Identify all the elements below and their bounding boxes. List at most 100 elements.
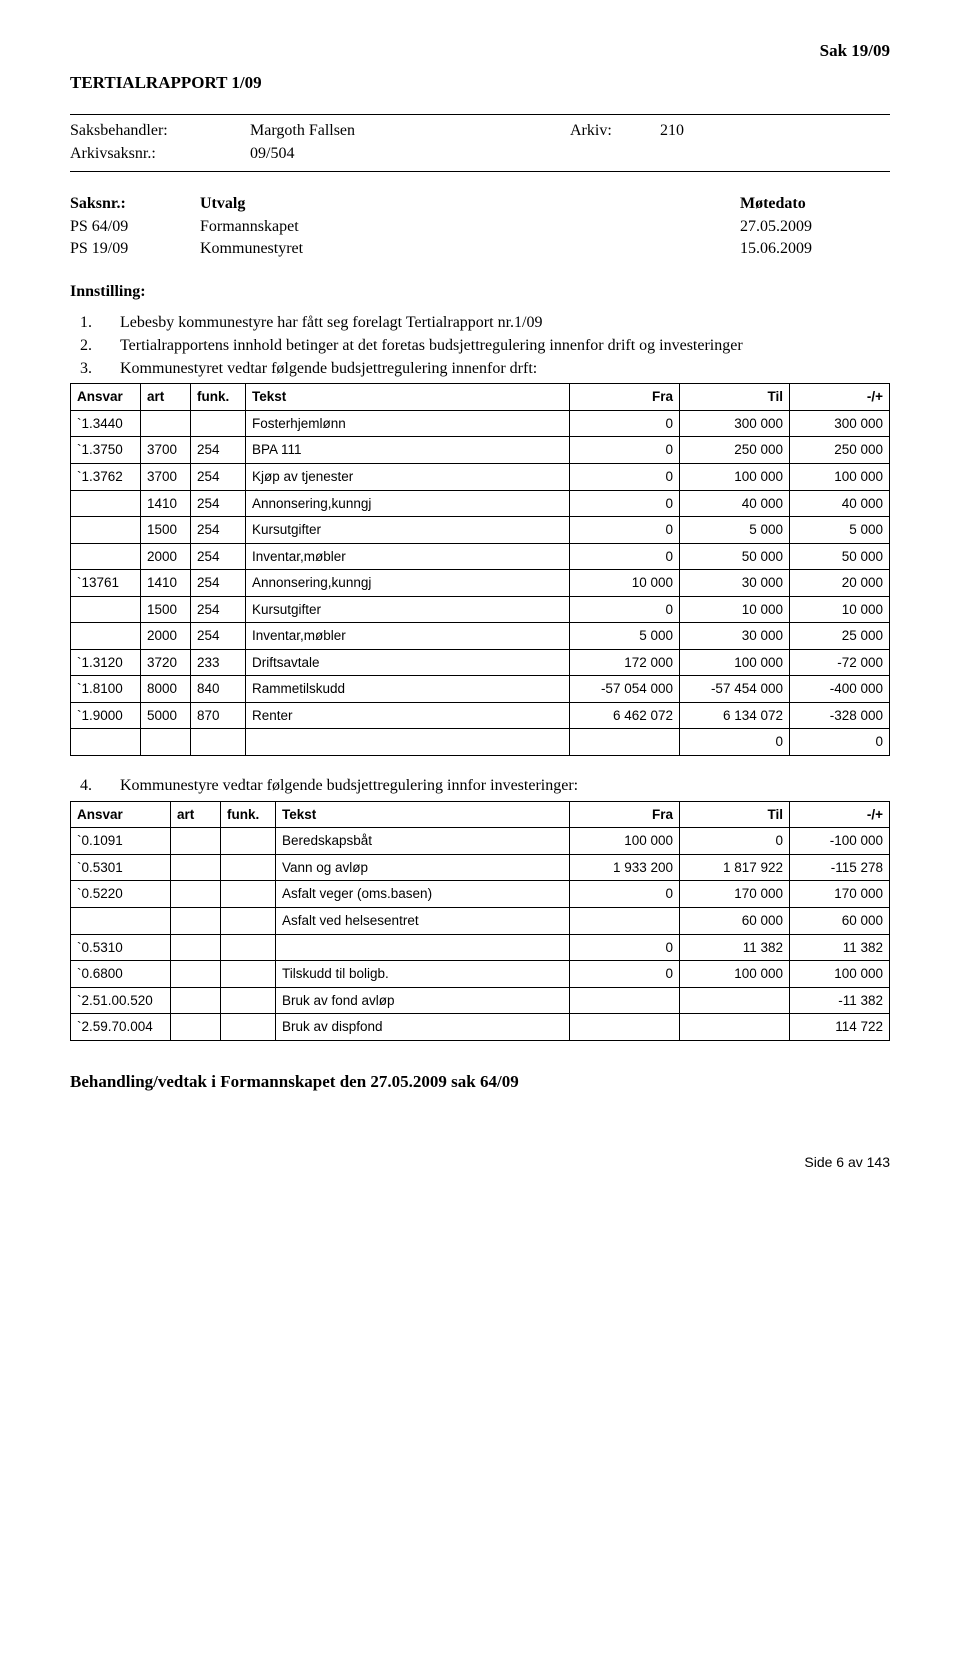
cell-pm: 100 000 xyxy=(790,464,890,491)
cell-pm: 20 000 xyxy=(790,570,890,597)
cell-utvalg: Formannskapet xyxy=(200,217,740,238)
cell-fra: 5 000 xyxy=(570,623,680,650)
cell-art: 2000 xyxy=(141,623,191,650)
th-art: art xyxy=(171,801,221,828)
th-pm: -/+ xyxy=(790,384,890,411)
col-saksnr: Saksnr.: xyxy=(70,194,200,215)
cell-funk: 233 xyxy=(191,649,246,676)
label: Arkivsaksnr.: xyxy=(70,144,250,165)
cell-tekst: Bruk av fond avløp xyxy=(276,987,570,1014)
cell-ansvar: `2.51.00.520 xyxy=(71,987,171,1014)
cell-tekst: Renter xyxy=(246,702,570,729)
cell-til: 300 000 xyxy=(680,410,790,437)
meta-arkivsaksnr: Arkivsaksnr.: 09/504 xyxy=(70,144,890,165)
cell-ansvar xyxy=(71,908,171,935)
cell-tekst: Tilskudd til boligb. xyxy=(276,961,570,988)
list-item: 1.Lebesby kommunestyre har fått seg fore… xyxy=(110,313,890,334)
sak-row: PS 19/09Kommunestyret15.06.2009 xyxy=(70,239,890,260)
sak-row: PS 64/09Formannskapet27.05.2009 xyxy=(70,217,890,238)
cell-art xyxy=(171,961,221,988)
cell-art xyxy=(171,881,221,908)
cell-pm: 300 000 xyxy=(790,410,890,437)
cell-funk xyxy=(221,961,276,988)
cell-utvalg: Kommunestyret xyxy=(200,239,740,260)
item-number: 3. xyxy=(80,359,92,380)
cell-tekst: Annonsering,kunngj xyxy=(246,570,570,597)
th-funk: funk. xyxy=(221,801,276,828)
cell-fra xyxy=(570,1014,680,1041)
cell-art: 1410 xyxy=(141,570,191,597)
value: Margoth Fallsen xyxy=(250,121,570,142)
cell-ansvar: `1.8100 xyxy=(71,676,141,703)
cell-tekst: Kursutgifter xyxy=(246,596,570,623)
cell-til: 100 000 xyxy=(680,464,790,491)
table-row: `0.5220Asfalt veger (oms.basen)0170 0001… xyxy=(71,881,890,908)
cell-ansvar: `2.59.70.004 xyxy=(71,1014,171,1041)
table-row: `1.90005000870Renter6 462 0726 134 072-3… xyxy=(71,702,890,729)
footer-heading: Behandling/vedtak i Formannskapet den 27… xyxy=(70,1071,890,1093)
item-number: 2. xyxy=(80,336,92,357)
cell-dato: 15.06.2009 xyxy=(740,239,890,260)
arkiv-value: 210 xyxy=(660,121,684,142)
list-item: 3.Kommunestyret vedtar følgende budsjett… xyxy=(110,359,890,380)
cell-art: 8000 xyxy=(141,676,191,703)
cell-til: 11 382 xyxy=(680,934,790,961)
cell-til: 250 000 xyxy=(680,437,790,464)
value: 09/504 xyxy=(250,144,294,165)
cell-fra: 0 xyxy=(570,464,680,491)
divider xyxy=(70,171,890,172)
table-row: `1.3440Fosterhjemlønn0300 000300 000 xyxy=(71,410,890,437)
th-fra: Fra xyxy=(570,384,680,411)
cell-art: 3720 xyxy=(141,649,191,676)
cell-pm: -400 000 xyxy=(790,676,890,703)
cell-til: 40 000 xyxy=(680,490,790,517)
cell-ansvar xyxy=(71,543,141,570)
cell-art: 2000 xyxy=(141,543,191,570)
cell-funk: 254 xyxy=(191,543,246,570)
cell-funk xyxy=(221,1014,276,1041)
cell-fra xyxy=(570,908,680,935)
table-row: Asfalt ved helsesentret60 00060 000 xyxy=(71,908,890,935)
cell-fra: 0 xyxy=(570,410,680,437)
cell-funk: 254 xyxy=(191,464,246,491)
cell-pm: 11 382 xyxy=(790,934,890,961)
cell-art xyxy=(171,987,221,1014)
cell-pm: 10 000 xyxy=(790,596,890,623)
cell-saksnr: PS 19/09 xyxy=(70,239,200,260)
cell-fra: 10 000 xyxy=(570,570,680,597)
cell-ansvar: `13761 xyxy=(71,570,141,597)
cell-art: 1410 xyxy=(141,490,191,517)
cell-ansvar: `0.5310 xyxy=(71,934,171,961)
table-row: `1.31203720233Driftsavtale172 000100 000… xyxy=(71,649,890,676)
cell-fra: 6 462 072 xyxy=(570,702,680,729)
cell-til: 50 000 xyxy=(680,543,790,570)
cell-ansvar xyxy=(71,623,141,650)
cell-funk: 870 xyxy=(191,702,246,729)
col-utvalg: Utvalg xyxy=(200,194,740,215)
label: Saksbehandler: xyxy=(70,121,250,142)
cell-art xyxy=(171,854,221,881)
cell-ansvar xyxy=(71,729,141,756)
cell-tekst: Driftsavtale xyxy=(246,649,570,676)
cell-pm: 170 000 xyxy=(790,881,890,908)
cell-til: 1 817 922 xyxy=(680,854,790,881)
cell-til: 0 xyxy=(680,729,790,756)
cell-ansvar: `0.5220 xyxy=(71,881,171,908)
cell-tekst: Kursutgifter xyxy=(246,517,570,544)
cell-til xyxy=(680,1014,790,1041)
table-row: 2000254Inventar,møbler5 00030 00025 000 xyxy=(71,623,890,650)
cell-saksnr: PS 64/09 xyxy=(70,217,200,238)
th-tekst: Tekst xyxy=(246,384,570,411)
th-til: Til xyxy=(680,801,790,828)
th-art: art xyxy=(141,384,191,411)
cell-pm: -328 000 xyxy=(790,702,890,729)
item-text: Lebesby kommunestyre har fått seg forela… xyxy=(120,314,542,331)
cell-fra: 0 xyxy=(570,881,680,908)
innstilling-heading: Innstilling: xyxy=(70,282,890,303)
cell-pm: 40 000 xyxy=(790,490,890,517)
cell-funk xyxy=(221,828,276,855)
cell-pm: -11 382 xyxy=(790,987,890,1014)
cell-til: 10 000 xyxy=(680,596,790,623)
cell-funk xyxy=(221,854,276,881)
cell-art xyxy=(171,1014,221,1041)
